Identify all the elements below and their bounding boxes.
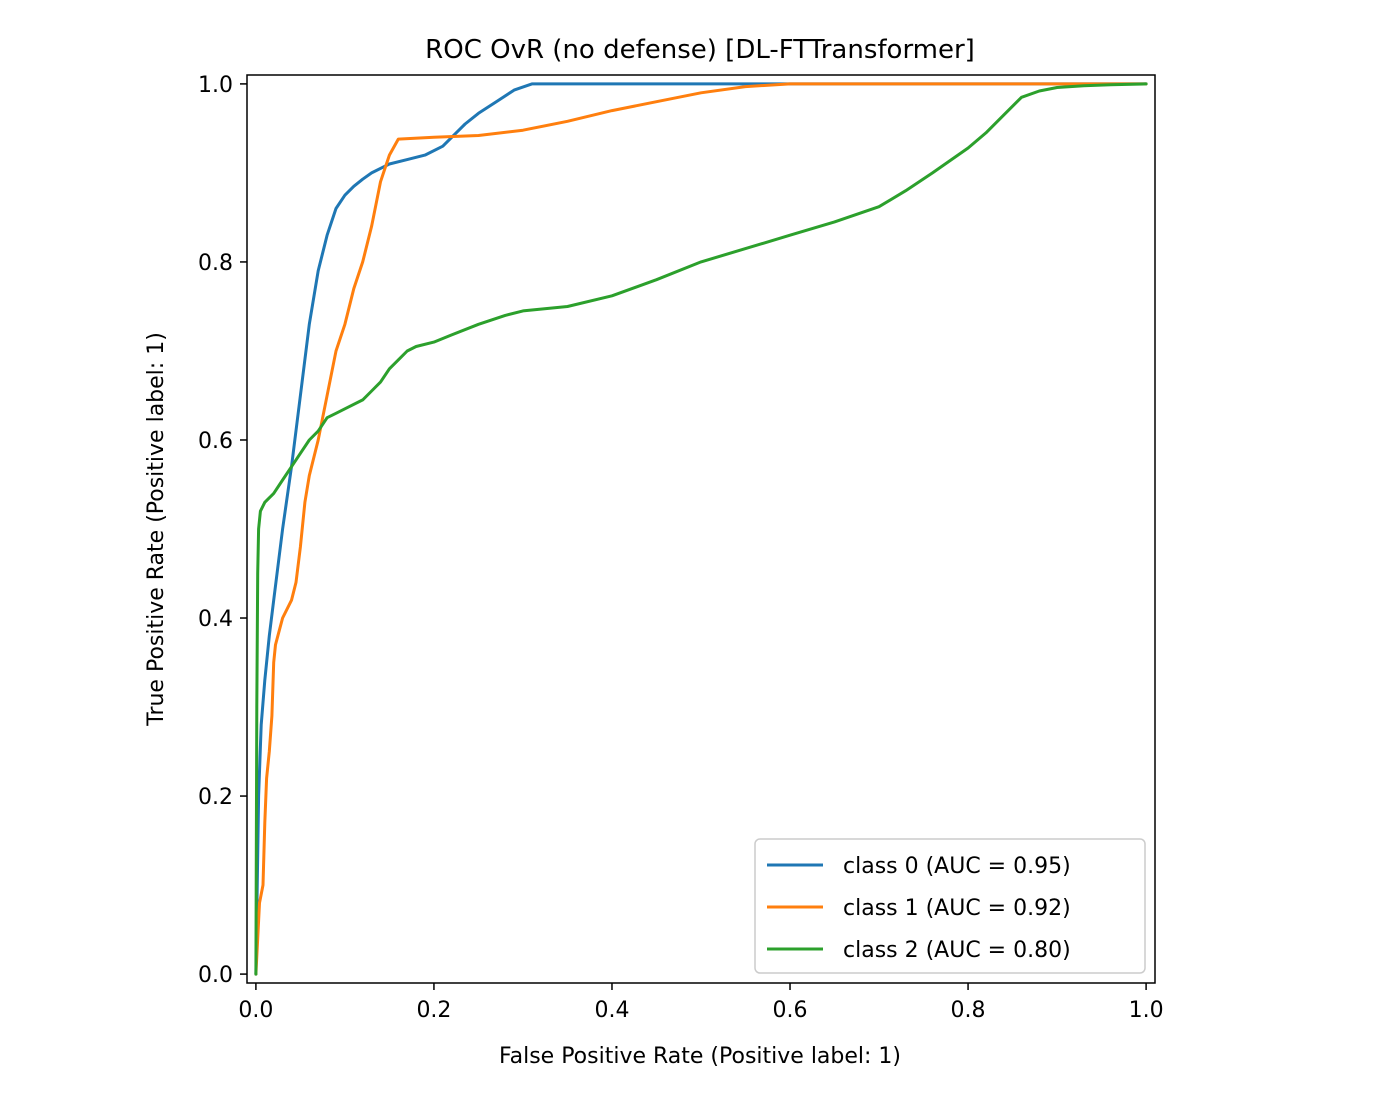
y-tick-label: 0.6 bbox=[198, 429, 233, 454]
y-tick-label: 0.8 bbox=[198, 251, 233, 276]
series-line-class-1 bbox=[254, 82, 1148, 976]
series-line-class-2 bbox=[254, 82, 1148, 976]
y-tick-label: 0.4 bbox=[198, 607, 233, 632]
x-tick-label: 0.2 bbox=[416, 998, 451, 1023]
x-tick-label: 0.8 bbox=[951, 998, 986, 1023]
series-line-class-0 bbox=[254, 82, 1148, 976]
legend-label-class-2: class 2 (AUC = 0.80) bbox=[843, 938, 1071, 963]
y-axis-label: True Positive Rate (Positive label: 1) bbox=[144, 332, 169, 727]
y-axis-ticks: 0.0 0.2 0.4 0.6 0.8 1.0 bbox=[198, 73, 247, 988]
x-tick-label: 0.4 bbox=[594, 998, 629, 1023]
y-tick-label: 0.0 bbox=[198, 963, 233, 988]
axes-frame bbox=[246, 74, 1156, 984]
plot-area bbox=[254, 82, 1148, 976]
legend-label-class-1: class 1 (AUC = 0.92) bbox=[843, 896, 1071, 921]
x-tick-label: 0.6 bbox=[773, 998, 808, 1023]
x-axis-label: False Positive Rate (Positive label: 1) bbox=[499, 1044, 901, 1069]
legend: class 0 (AUC = 0.95) class 1 (AUC = 0.92)… bbox=[754, 838, 1146, 974]
y-tick-label: 1.0 bbox=[198, 73, 233, 98]
x-axis-ticks: 0.0 0.2 0.4 0.6 0.8 1.0 bbox=[238, 983, 1164, 1023]
chart-title: ROC OvR (no defense) [DL-FTTransformer] bbox=[425, 35, 975, 65]
y-tick-label: 0.2 bbox=[198, 785, 233, 810]
legend-label-class-0: class 0 (AUC = 0.95) bbox=[843, 854, 1071, 879]
x-tick-label: 0.0 bbox=[238, 998, 273, 1023]
legend-box bbox=[754, 838, 1146, 974]
x-tick-label: 1.0 bbox=[1129, 998, 1164, 1023]
